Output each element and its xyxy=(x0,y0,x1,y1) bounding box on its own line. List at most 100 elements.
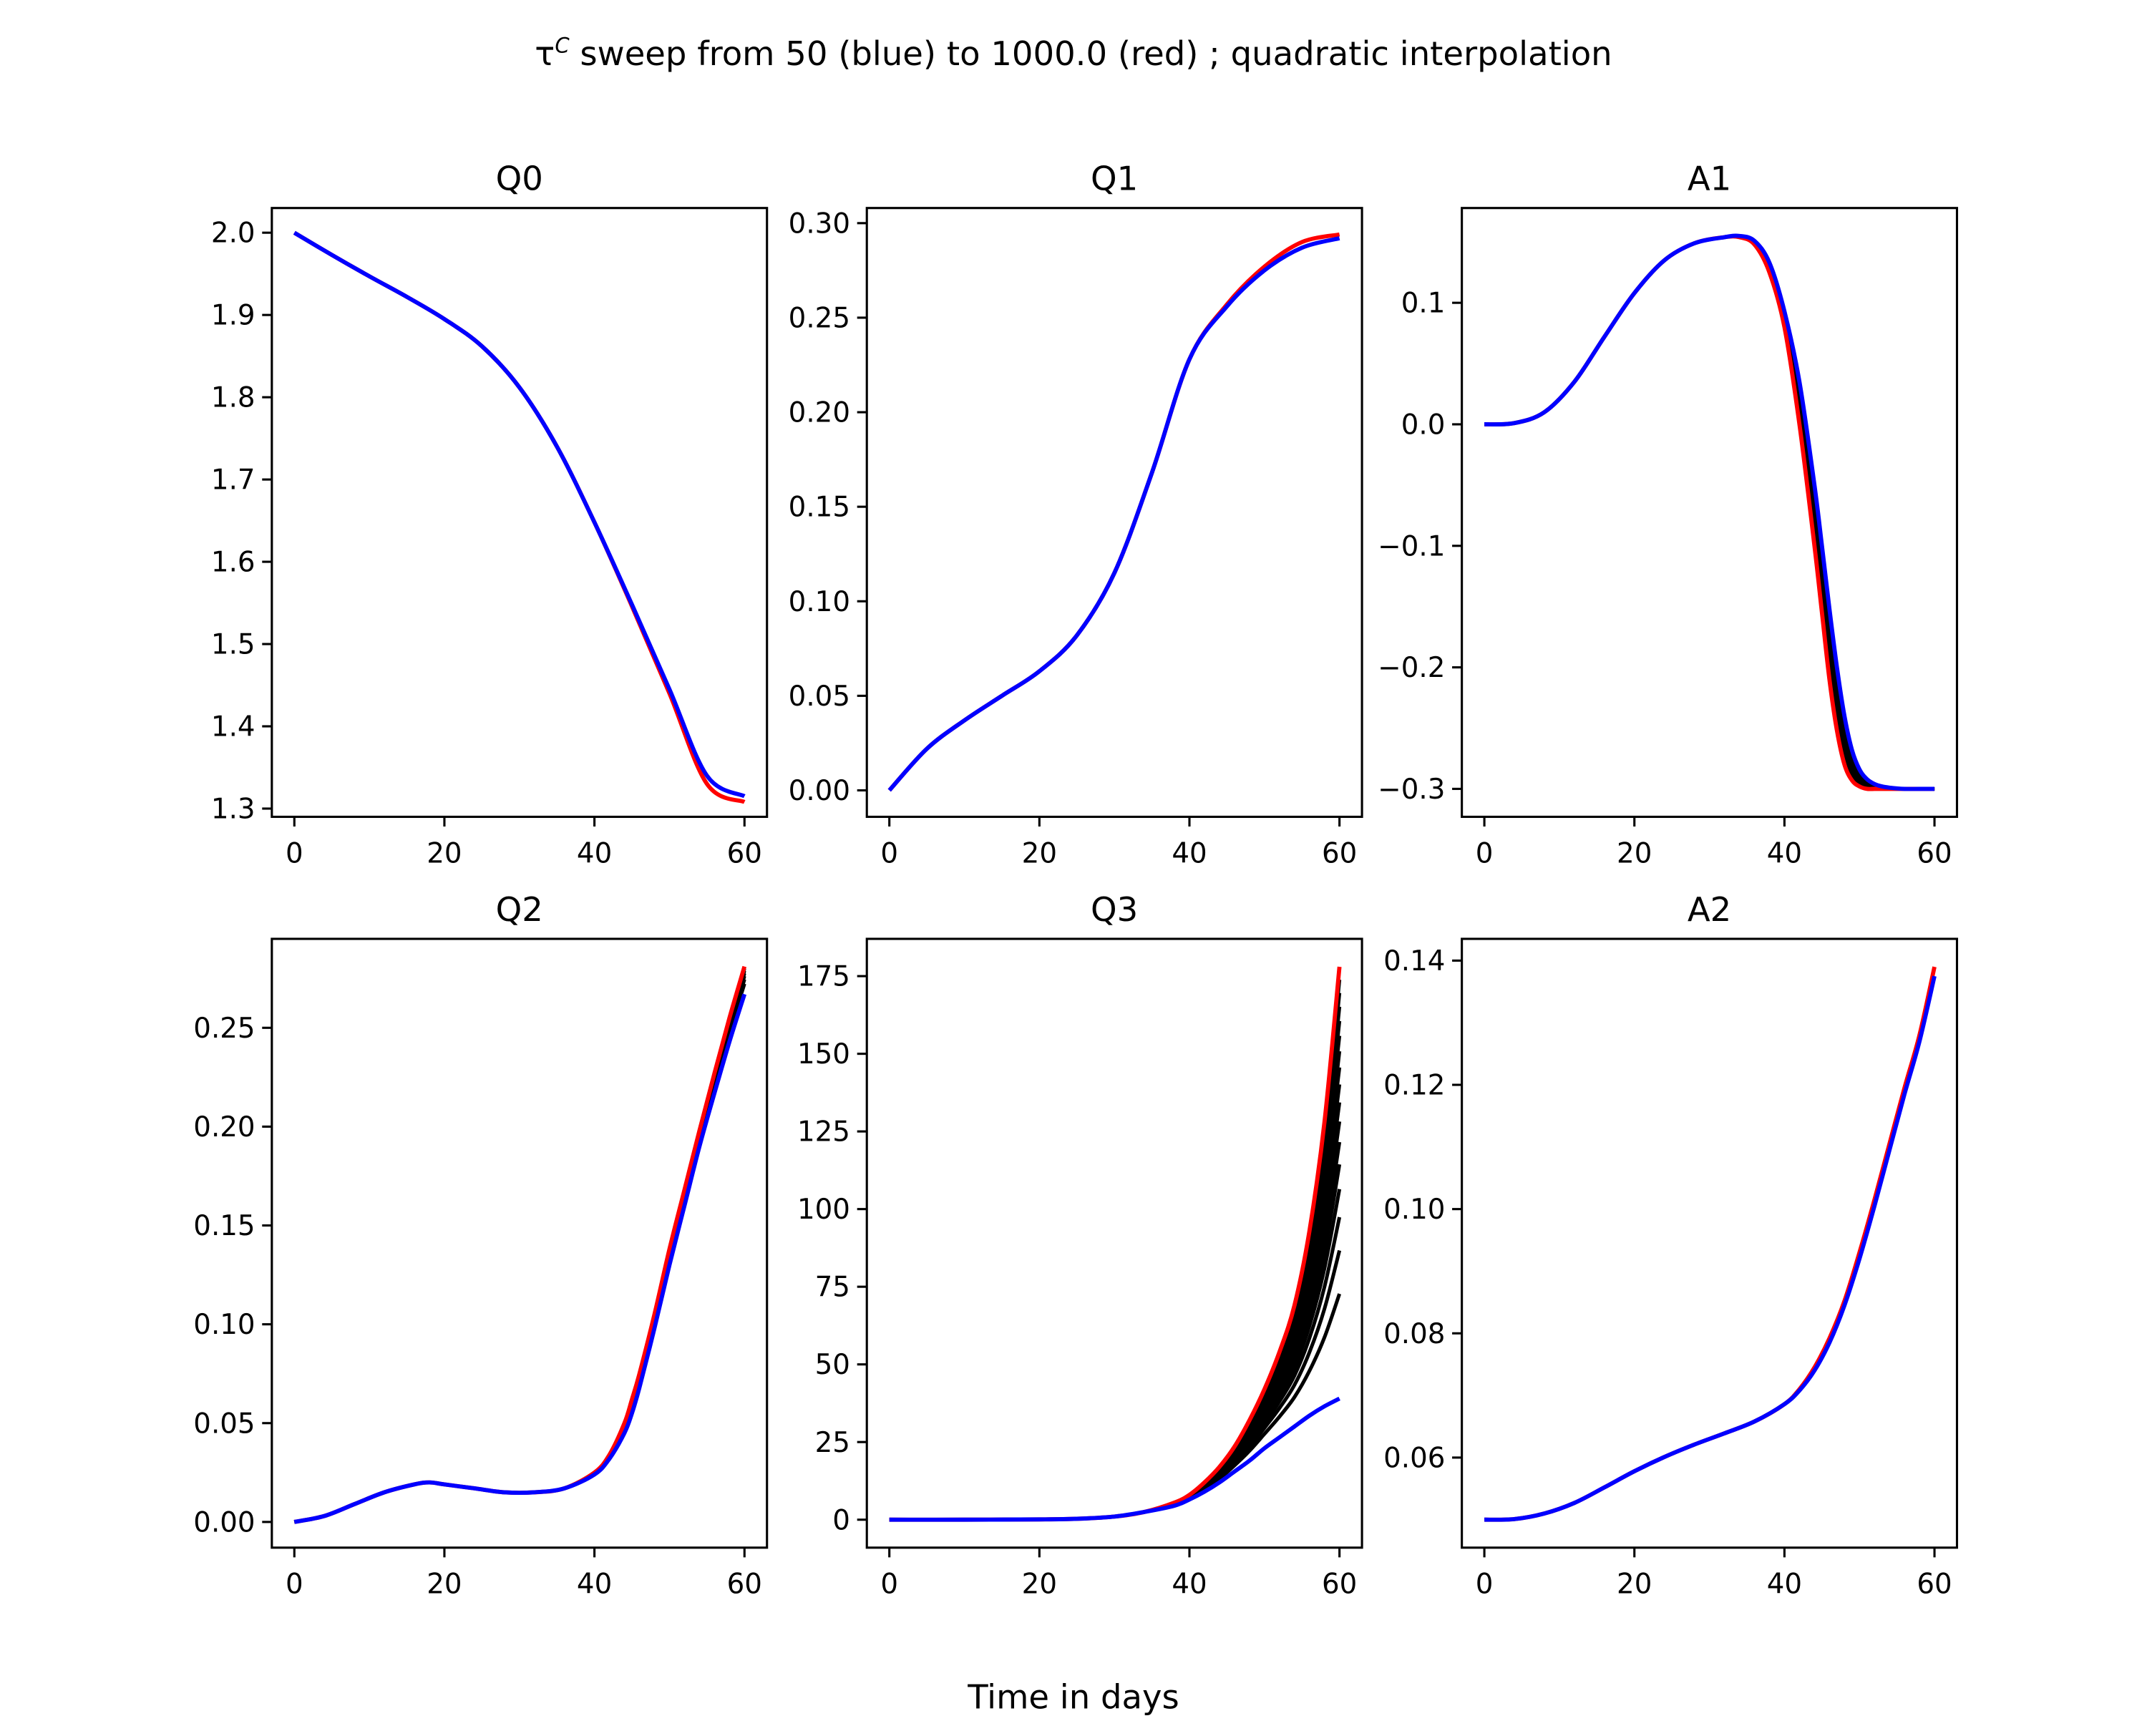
plot-area-q2 xyxy=(293,965,747,1524)
subplot-title-q3: Q3 xyxy=(1091,890,1138,929)
axes-frame-q3 xyxy=(865,937,1363,1549)
subplot-q1: 0 20 40 60 0.00 0.05 0.10 0.15 0.20 0.25 0.30 Q1 xyxy=(789,160,1363,869)
y-tick-label-q2-1: 0.05 xyxy=(193,1408,255,1440)
subplot-title-a2: A2 xyxy=(1688,890,1731,929)
y-tick-label-q0-0: 1.3 xyxy=(211,794,255,826)
subplot-a1: 0 20 40 60 −0.3 −0.2 −0.1 0.0 0.1 A1 xyxy=(1378,160,1959,869)
sweep-line-a1-3 xyxy=(1484,234,1935,791)
y-tick-label-q3-4: 100 xyxy=(797,1194,850,1226)
sweep-line-a1-1 xyxy=(1484,234,1935,791)
x-tick-label-a2-3: 60 xyxy=(1917,1569,1952,1601)
sweep-line-a1-6 xyxy=(1484,234,1935,791)
x-tick-label-a1-2: 40 xyxy=(1767,837,1802,869)
subplot-title-q1: Q1 xyxy=(1091,160,1138,198)
sweep-line-a1-4 xyxy=(1484,234,1935,791)
line-low-a1 xyxy=(1484,233,1935,791)
sweep-line-q3-8 xyxy=(889,1102,1342,1522)
y-tick-label-a2-4: 0.14 xyxy=(1383,945,1445,977)
x-tick-label-q0-1: 20 xyxy=(427,837,462,869)
subplot-title-q2: Q2 xyxy=(496,890,543,929)
x-tick-label-q0-2: 40 xyxy=(577,837,612,869)
sweep-line-a1-5 xyxy=(1484,234,1935,791)
x-tick-label-q1-3: 60 xyxy=(1322,837,1357,869)
y-tick-label-q3-1: 25 xyxy=(815,1427,850,1459)
y-tick-label-q3-2: 50 xyxy=(815,1349,850,1381)
line-low-a2 xyxy=(1484,975,1937,1522)
x-tick-label-q3-3: 60 xyxy=(1322,1569,1357,1601)
y-tick-label-a2-0: 0.06 xyxy=(1383,1442,1445,1474)
sweep-line-q3-5 xyxy=(889,1164,1342,1522)
subplot-q2: 0 20 40 60 0.00 0.05 0.10 0.15 0.20 0.25 Q2 xyxy=(193,890,769,1601)
y-tick-label-q0-4: 1.7 xyxy=(211,464,255,497)
y-tick-label-q2-3: 0.15 xyxy=(193,1210,255,1242)
x-tick-label-q0-0: 0 xyxy=(286,837,303,869)
y-tick-label-a2-1: 0.08 xyxy=(1383,1318,1445,1350)
subplot-q3: 0 20 40 60 0 25 50 75 100 125 150 175 Q3 xyxy=(797,890,1363,1601)
line-low-q0 xyxy=(293,230,746,799)
y-tick-label-q0-1: 1.4 xyxy=(211,711,255,743)
y-tick-label-a2-3: 0.12 xyxy=(1383,1070,1445,1102)
y-tick-label-q3-6: 150 xyxy=(797,1038,850,1071)
x-tick-label-a1-0: 0 xyxy=(1476,837,1494,869)
plot-area-a1 xyxy=(1484,233,1935,791)
axes-frame-q2 xyxy=(271,937,769,1549)
y-tick-label-q0-7: 2.0 xyxy=(211,218,255,250)
figure-title: τC sweep from 50 (blue) to 1000.0 (red) … xyxy=(0,34,2147,74)
y-tick-label-q2-4: 0.20 xyxy=(193,1111,255,1143)
line-low-q1 xyxy=(887,236,1340,792)
subplot-a2: 0 20 40 60 0.06 0.08 0.10 0.12 0.14 A2 xyxy=(1383,890,1959,1601)
sweep-line-a1-2 xyxy=(1484,234,1935,791)
y-tick-label-q3-5: 125 xyxy=(797,1116,850,1149)
y-tick-label-q1-5: 0.25 xyxy=(789,303,850,335)
title-superscript: C xyxy=(555,33,570,59)
x-tick-label-q0-3: 60 xyxy=(727,837,762,869)
y-tick-label-q1-6: 0.30 xyxy=(789,208,850,240)
plot-area-q3 xyxy=(889,966,1342,1522)
axes-frame-q0 xyxy=(271,207,769,819)
subplot-title-q0: Q0 xyxy=(496,160,543,198)
y-tick-label-a1-2: −0.1 xyxy=(1378,530,1445,562)
x-tick-label-a2-0: 0 xyxy=(1476,1569,1494,1601)
y-tick-label-q1-4: 0.20 xyxy=(789,397,850,429)
y-tick-label-a1-0: −0.3 xyxy=(1378,774,1445,806)
x-tick-label-q1-0: 0 xyxy=(880,837,898,869)
x-tick-label-q3-2: 40 xyxy=(1172,1569,1207,1601)
sweep-line-q3-7 xyxy=(889,1121,1342,1522)
line-high-q3 xyxy=(889,966,1342,1522)
y-tick-label-q0-5: 1.8 xyxy=(211,382,255,414)
y-tick-label-q1-1: 0.05 xyxy=(789,681,850,713)
line-high-q1 xyxy=(887,232,1340,792)
x-tick-label-a1-1: 20 xyxy=(1617,837,1652,869)
x-tick-label-q3-0: 0 xyxy=(880,1569,898,1601)
title-tau: τ xyxy=(535,34,555,74)
y-tick-label-q0-3: 1.6 xyxy=(211,547,255,579)
sweep-line-q2-4 xyxy=(293,972,746,1524)
x-tick-label-a2-1: 20 xyxy=(1617,1569,1652,1601)
sweep-line-a1-8 xyxy=(1484,234,1935,791)
x-tick-label-q2-0: 0 xyxy=(286,1569,303,1601)
sweep-line-q2-1 xyxy=(293,983,746,1524)
x-tick-label-q2-3: 60 xyxy=(727,1569,762,1601)
sweep-line-q2-5 xyxy=(293,970,746,1524)
y-tick-label-a1-4: 0.1 xyxy=(1401,288,1446,320)
y-tick-label-q2-5: 0.25 xyxy=(193,1013,255,1045)
y-tick-label-q1-2: 0.10 xyxy=(789,586,850,618)
y-tick-label-q0-6: 1.9 xyxy=(211,300,255,332)
axes-frame-a2 xyxy=(1461,937,1959,1549)
y-tick-label-q1-0: 0.00 xyxy=(789,775,850,807)
y-tick-label-q0-2: 1.5 xyxy=(211,629,255,661)
sweep-line-q3-10 xyxy=(889,1067,1342,1522)
sweep-line-q3-12 xyxy=(889,1035,1342,1522)
x-axis-label: Time in days xyxy=(968,1677,1179,1717)
y-tick-label-q2-2: 0.10 xyxy=(193,1309,255,1341)
sweep-line-q2-6 xyxy=(293,967,746,1524)
sweep-line-a1-12 xyxy=(1484,234,1935,791)
subplot-title-a1: A1 xyxy=(1688,160,1731,198)
sweep-line-q3-9 xyxy=(889,1084,1342,1522)
y-tick-label-a1-1: −0.2 xyxy=(1378,652,1445,684)
line-high-q2 xyxy=(293,965,747,1524)
sweep-line-q2-3 xyxy=(293,975,746,1524)
sweep-line-a1-7 xyxy=(1484,234,1935,791)
sweep-line-q3-6 xyxy=(889,1141,1342,1522)
